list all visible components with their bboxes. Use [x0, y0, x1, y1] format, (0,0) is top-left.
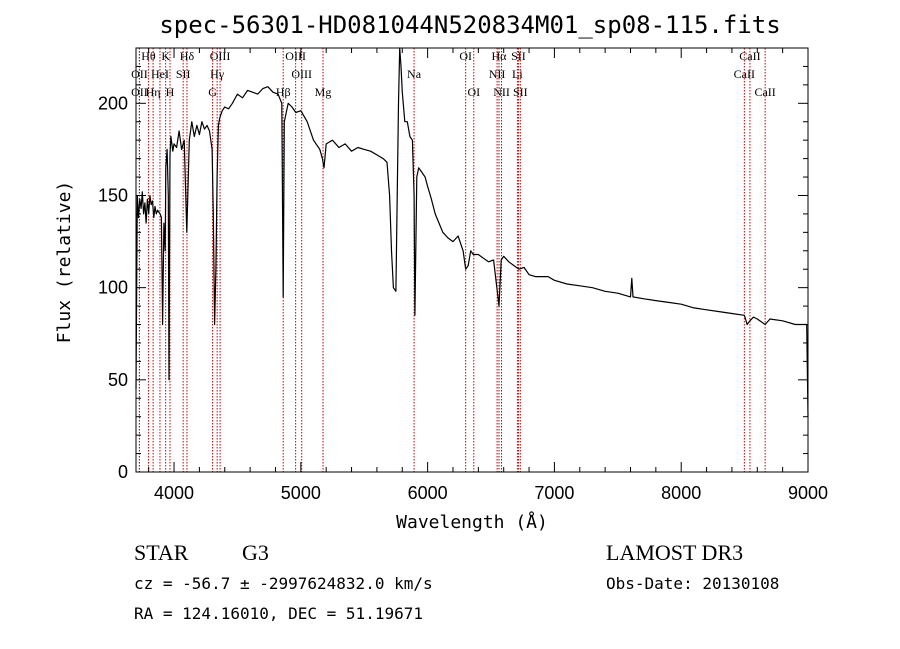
x-tick-label: 8000	[661, 483, 701, 503]
line-marker-label: NII	[493, 85, 510, 99]
chart-title: spec-56301-HD081044N520834M01_sp08-115.f…	[159, 11, 780, 39]
survey-name: LAMOST DR3	[606, 540, 743, 565]
line-marker-label: SII	[176, 67, 191, 81]
x-tick-label: 5000	[281, 483, 321, 503]
line-marker-label: OII	[131, 85, 148, 99]
spectrum-line	[135, 47, 809, 417]
line-marker-label: OIII	[210, 49, 231, 63]
line-marker-label: CaII	[739, 49, 760, 63]
x-tick-label: 6000	[408, 483, 448, 503]
line-marker-label: SII	[513, 85, 528, 99]
plot-frame	[135, 47, 809, 473]
y-axis-label: Flux (relative)	[54, 181, 75, 344]
obs-date: Obs-Date: 20130108	[606, 574, 779, 593]
line-marker-label: Na	[407, 67, 422, 81]
line-marker-label: Hθ	[141, 49, 156, 63]
line-marker-label: HeI	[151, 67, 169, 81]
line-marker-label: OII	[131, 67, 148, 81]
y-tick-label: 200	[98, 93, 128, 113]
line-marker-label: K	[161, 49, 170, 63]
line-marker-label: H	[166, 85, 175, 99]
line-marker-label: Mg	[315, 85, 332, 99]
coordinates: RA = 124.16010, DEC = 51.19671	[134, 604, 423, 623]
line-marker-label: Hδ	[180, 49, 195, 63]
y-tick-label: 0	[118, 462, 128, 482]
line-marker-label: CaII	[734, 67, 755, 81]
line-marker-label: Hγ	[210, 67, 225, 81]
line-marker-label: OI	[459, 49, 472, 63]
subclass: G3	[242, 540, 269, 565]
x-axis-label: Wavelength (Å)	[396, 511, 548, 533]
line-marker-label: CaII	[754, 85, 775, 99]
y-tick-label: 150	[98, 185, 128, 205]
y-tick-label: 50	[108, 370, 128, 390]
line-marker-label: OI	[467, 85, 480, 99]
x-tick-label: 9000	[788, 483, 828, 503]
line-markers	[138, 48, 766, 472]
x-tick-label: 7000	[534, 483, 574, 503]
line-marker-label: G	[208, 85, 217, 99]
line-marker-label: Hβ	[276, 85, 291, 99]
line-marker-label: SII	[511, 49, 526, 63]
x-axis-ticks: 4000 5000 6000 7000 8000 9000	[148, 48, 828, 503]
line-marker-label: OIII	[285, 49, 306, 63]
line-marker-label: OIII	[291, 67, 312, 81]
line-marker-label: Hη	[146, 85, 161, 99]
line-marker-label: Hα	[492, 49, 508, 63]
y-axis-ticks: 0 50 100 150 200	[98, 65, 808, 482]
y-tick-label: 100	[98, 278, 128, 298]
x-tick-label: 4000	[154, 483, 194, 503]
line-marker-label: NII	[489, 67, 506, 81]
line-marker-label: Li	[512, 67, 523, 81]
redshift-text: cz = -56.7 ± -2997624832.0 km/s	[134, 574, 433, 593]
object-type: STAR	[134, 540, 189, 565]
